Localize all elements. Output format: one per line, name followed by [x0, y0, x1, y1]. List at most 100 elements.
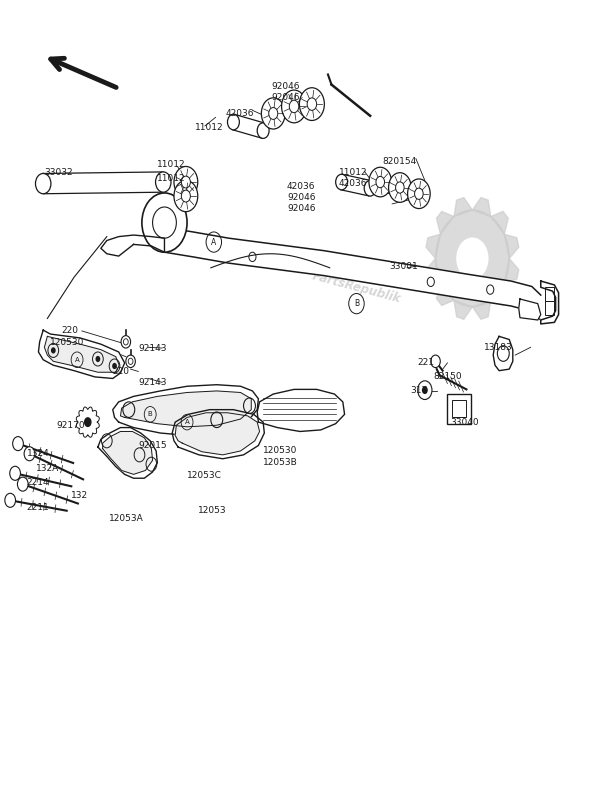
Polygon shape [103, 432, 152, 474]
Polygon shape [101, 235, 164, 256]
Bar [545, 287, 554, 301]
Circle shape [121, 336, 131, 348]
Polygon shape [437, 283, 454, 305]
Text: 221: 221 [418, 359, 434, 367]
Circle shape [126, 355, 136, 367]
Circle shape [407, 179, 430, 209]
Circle shape [13, 436, 23, 451]
Polygon shape [341, 174, 371, 196]
Circle shape [24, 447, 35, 461]
Polygon shape [493, 337, 513, 371]
Polygon shape [164, 228, 541, 320]
Circle shape [142, 193, 187, 252]
Text: 92143: 92143 [139, 344, 167, 352]
Bar [448, 394, 471, 424]
Circle shape [376, 177, 385, 188]
Text: 120530: 120530 [50, 338, 85, 347]
Text: 42036: 42036 [287, 182, 316, 192]
Text: 120530: 120530 [263, 447, 298, 455]
Bar [452, 400, 466, 418]
Polygon shape [505, 258, 519, 283]
Text: 92015: 92015 [139, 441, 167, 450]
Circle shape [395, 182, 404, 193]
Circle shape [307, 98, 317, 111]
Text: 33001: 33001 [389, 261, 418, 271]
Text: 11012: 11012 [157, 160, 186, 170]
Circle shape [436, 210, 509, 307]
Text: 11012: 11012 [157, 174, 186, 184]
Circle shape [155, 172, 171, 192]
Polygon shape [541, 281, 559, 324]
Text: 12053C: 12053C [187, 472, 222, 480]
Polygon shape [472, 198, 491, 217]
Text: 12053A: 12053A [109, 514, 143, 524]
Polygon shape [491, 211, 508, 234]
Text: 2211: 2211 [26, 502, 49, 512]
Text: B: B [148, 411, 152, 418]
Polygon shape [454, 198, 472, 217]
Circle shape [17, 477, 28, 491]
Circle shape [418, 381, 432, 400]
Text: 132A: 132A [35, 464, 59, 473]
Polygon shape [172, 410, 265, 458]
Text: 33040: 33040 [450, 418, 478, 426]
Text: 1324: 1324 [26, 449, 49, 458]
Polygon shape [505, 234, 519, 258]
Polygon shape [232, 115, 265, 138]
Text: 132: 132 [71, 491, 88, 500]
Text: 92046: 92046 [287, 193, 316, 203]
Text: 33032: 33032 [44, 168, 73, 177]
Text: 11012: 11012 [338, 168, 367, 177]
Text: 2214: 2214 [26, 477, 49, 487]
Polygon shape [44, 337, 119, 372]
Circle shape [415, 188, 423, 199]
Polygon shape [38, 330, 125, 378]
Circle shape [422, 386, 428, 394]
Polygon shape [257, 389, 344, 432]
Text: 92046: 92046 [287, 204, 316, 213]
Text: A: A [75, 356, 79, 363]
Polygon shape [472, 301, 491, 319]
Circle shape [364, 181, 376, 196]
Circle shape [262, 98, 285, 129]
Text: 42036: 42036 [226, 109, 254, 118]
Text: 92046: 92046 [271, 93, 300, 102]
Circle shape [10, 466, 20, 480]
Circle shape [457, 238, 488, 279]
Polygon shape [426, 234, 440, 258]
Circle shape [174, 181, 198, 212]
Circle shape [112, 363, 117, 369]
Circle shape [389, 173, 411, 203]
Polygon shape [426, 258, 440, 283]
Polygon shape [98, 428, 157, 478]
Circle shape [51, 347, 56, 353]
Text: 11012: 11012 [195, 123, 223, 132]
Circle shape [281, 90, 307, 122]
Circle shape [95, 356, 100, 362]
Circle shape [431, 355, 440, 367]
Text: 92170: 92170 [56, 421, 85, 429]
Circle shape [227, 115, 239, 130]
Text: 92143: 92143 [139, 378, 167, 387]
Circle shape [335, 174, 347, 190]
Polygon shape [175, 413, 260, 455]
Text: 317: 317 [410, 385, 427, 395]
Text: 12053B: 12053B [263, 458, 298, 467]
Bar [545, 301, 554, 315]
Polygon shape [113, 385, 259, 436]
Circle shape [35, 173, 51, 194]
Circle shape [299, 88, 325, 120]
Text: B: B [354, 299, 359, 309]
Circle shape [289, 100, 299, 113]
Circle shape [5, 493, 16, 507]
Circle shape [369, 167, 392, 197]
Polygon shape [437, 211, 454, 234]
Text: 82150: 82150 [434, 372, 463, 382]
Circle shape [78, 410, 97, 435]
Circle shape [84, 417, 92, 427]
Text: 13183: 13183 [484, 343, 513, 352]
Polygon shape [519, 299, 541, 320]
Text: PartsRepublik: PartsRepublik [311, 269, 403, 305]
Circle shape [174, 166, 198, 198]
Polygon shape [43, 172, 163, 194]
